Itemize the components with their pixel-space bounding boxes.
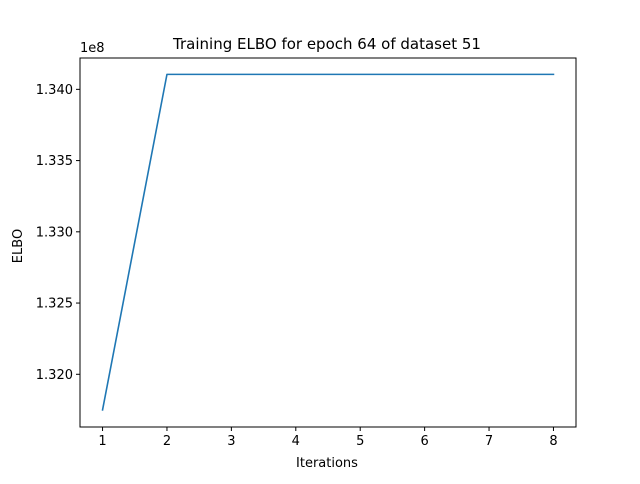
y-tick-label: 1.320 <box>36 368 73 383</box>
axes-frame <box>79 57 577 428</box>
chart-title: Training ELBO for epoch 64 of dataset 51 <box>172 35 481 53</box>
x-tick-label: 1 <box>98 434 106 449</box>
x-tick-label: 7 <box>485 434 493 449</box>
plot-area: 1 2 3 4 5 6 7 8 1.320 1.325 1.330 1.335 1.340 <box>36 57 577 449</box>
y-tick-label: 1.340 <box>36 83 73 98</box>
x-tick-label: 4 <box>292 434 300 449</box>
y-tick-label: 1.325 <box>36 297 73 312</box>
x-tick-label: 6 <box>420 434 428 449</box>
x-tick-label: 3 <box>227 434 235 449</box>
y-axis-label: ELBO <box>11 229 26 263</box>
x-axis-label: Iterations <box>296 456 358 471</box>
x-tick-label: 2 <box>163 434 171 449</box>
series-line-0 <box>101 73 555 411</box>
y-axis-offset-label: 1e8 <box>80 41 105 56</box>
y-tick-label: 1.330 <box>36 225 73 240</box>
y-tick-label: 1.335 <box>36 154 73 169</box>
x-tick-label: 8 <box>549 434 557 449</box>
x-tick-label: 5 <box>356 434 364 449</box>
